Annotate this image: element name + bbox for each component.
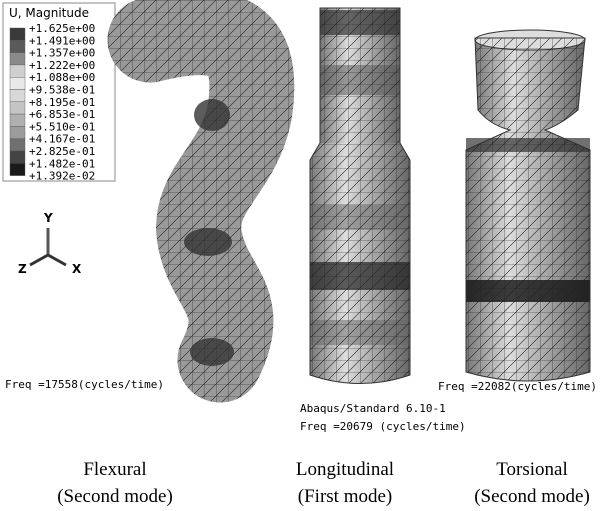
legend-swatch [10, 114, 25, 126]
triad-label: Y [43, 211, 53, 225]
triad-z [30, 255, 48, 265]
longitudinal-model [310, 8, 410, 384]
caption: Flexural [83, 459, 146, 480]
legend: U, Magnitude +1.625e+00+1.491e+00+1.357e… [3, 3, 115, 183]
legend-label: +4.167e-01 [29, 133, 95, 146]
legend-label: +1.482e-01 [29, 157, 95, 170]
frequency: Freq =17558(cycles/time) [5, 378, 164, 391]
legend-swatch [10, 40, 25, 52]
legend-label: +1.088e+00 [29, 71, 95, 84]
legend-swatch [10, 77, 25, 89]
frequency: Freq =22082(cycles/time) [438, 380, 597, 393]
legend-label: +8.195e-01 [29, 96, 95, 109]
legend-label: +1.222e+00 [29, 59, 95, 72]
legend-label: +6.853e-01 [29, 108, 95, 121]
flexural-model [150, 33, 252, 366]
triad-label: Z [18, 262, 27, 276]
caption: (Second mode) [474, 486, 590, 507]
triad-x [48, 255, 66, 265]
caption: Longitudinal [296, 459, 394, 480]
solver-label: Abaqus/Standard 6.10-1 [300, 402, 446, 415]
caption: Torsional [496, 459, 568, 480]
legend-swatch [10, 65, 25, 77]
torsional-model [466, 30, 590, 381]
legend-label: +1.392e-02 [29, 170, 95, 183]
legend-swatch [10, 90, 25, 102]
frequency: Freq =20679 (cycles/time) [300, 420, 466, 433]
legend-label: +2.825e-01 [29, 145, 95, 158]
legend-swatch [10, 28, 25, 40]
legend-swatch [10, 102, 25, 114]
legend-label: +9.538e-01 [29, 84, 95, 97]
figure: U, Magnitude +1.625e+00+1.491e+00+1.357e… [0, 0, 605, 511]
legend-swatch [10, 139, 25, 151]
legend-title: U, Magnitude [9, 6, 89, 20]
legend-swatch [10, 53, 25, 65]
legend-label: +1.357e+00 [29, 47, 95, 60]
axis-triad: Y Z X [18, 211, 82, 276]
legend-label: +5.510e-01 [29, 120, 95, 133]
legend-label: +1.625e+00 [29, 22, 95, 35]
caption: (First mode) [298, 486, 392, 507]
legend-label: +1.491e+00 [29, 34, 95, 47]
legend-swatch [10, 151, 25, 163]
legend-swatch [10, 163, 25, 175]
triad-label: X [72, 262, 82, 276]
legend-swatch [10, 126, 25, 138]
caption: (Second mode) [57, 486, 173, 507]
